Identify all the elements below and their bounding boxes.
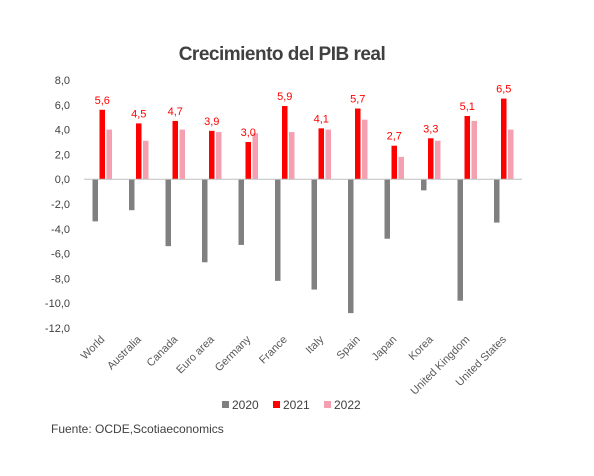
category-label: Canada [145,333,181,369]
legend: 2020 2021 2022 [222,398,361,412]
bar-2020-japan [384,179,390,239]
bar-2022-japan [398,156,404,180]
y-axis-ticks: 8,0 6,0 4,0 2,0 0,0 -2,0 -4,0 -6,0 -8,0 -10,0 -12,… [45,75,70,335]
bar-2021-france [282,106,288,180]
bar-2020-united-kingdom [457,179,463,301]
data-label: 5,6 [95,95,110,107]
bar-2021-world [99,109,105,180]
source-note: Fuente: OCDE,Scotiaeconomics [51,422,224,436]
bar-2022-world [106,129,112,180]
category-label: Australia [105,333,144,372]
y-tick-label: 2,0 [55,149,70,161]
bar-2021-canada [172,120,178,180]
data-label: 2,7 [387,131,402,143]
legend-label-2021: 2021 [283,398,310,412]
y-tick-label: -4,0 [51,224,70,236]
bar-2022-france [289,132,295,180]
category-label: Spain [334,334,362,362]
bar-2020-australia [129,179,135,211]
data-label: 4,1 [314,113,329,125]
y-tick-label: -6,0 [51,249,70,261]
bar-2021-japan [391,145,397,180]
bar-2022-united-states [508,129,514,180]
bar-2021-australia [136,123,142,180]
y-tick-label: 8,0 [55,75,70,87]
bar-2021-germany [245,142,251,180]
bar-2022-korea [435,140,441,180]
y-tick-label: 0,0 [55,174,70,186]
y-tick-label: 4,0 [55,125,70,137]
category-label: World [79,334,108,363]
bar-2021-spain [355,108,361,180]
bar-2020-canada [165,179,171,247]
legend-label-2020: 2020 [232,398,259,412]
bar-2021-euro-area [209,130,215,180]
bar-2022-united-kingdom [471,120,477,180]
data-label: 3,0 [241,127,256,139]
bar-2020-euro-area [202,179,208,263]
y-tick-label: -2,0 [51,199,70,211]
bar-2021-united-states [501,98,507,180]
category-label: Italy [304,333,327,356]
data-label: 6,5 [496,84,511,96]
bar-2020-spain [348,179,354,314]
y-tick-label: 6,0 [55,100,70,112]
data-label: 4,7 [168,106,183,118]
bar-2020-italy [311,179,317,290]
category-label: Euro area [174,333,217,376]
bar-2020-world [92,179,98,222]
bar-2022-germany [252,133,258,180]
bar-2022-canada [179,129,185,180]
data-label: 5,7 [350,94,365,106]
bars [92,98,514,314]
bar-2022-australia [143,140,149,180]
data-label: 5,9 [277,91,292,103]
bar-2022-italy [325,129,331,180]
bar-2022-spain [362,119,368,180]
bar-2021-korea [428,138,434,180]
category-label: Germany [213,333,254,374]
category-label: Japan [370,334,400,364]
data-labels: 5,6 4,5 4,7 3,9 3,0 5,9 4,1 5,7 2,7 3,3 5,1 6,5 [95,84,512,143]
chart-title: Crecimiento del PIB real [179,44,386,65]
bar-2020-france [275,179,281,281]
y-tick-label: -10,0 [45,298,70,310]
bar-2020-germany [238,179,244,245]
data-label: 3,9 [204,116,219,128]
bar-2022-euro-area [216,132,222,180]
bar-2020-united-states [494,179,500,223]
y-tick-label: -12,0 [45,323,70,335]
y-tick-label: -8,0 [51,273,70,285]
data-label: 3,3 [423,123,438,135]
bar-2020-korea [421,179,427,191]
data-label: 5,1 [460,101,475,113]
bar-2021-italy [318,128,324,180]
bar-2021-united-kingdom [464,115,470,180]
category-label: France [257,334,290,367]
legend-swatch-2021 [273,401,280,408]
category-label: Korea [407,333,437,363]
data-label: 4,5 [131,108,146,120]
legend-label-2022: 2022 [334,398,361,412]
legend-swatch-2022 [324,401,331,408]
legend-swatch-2020 [222,401,229,408]
